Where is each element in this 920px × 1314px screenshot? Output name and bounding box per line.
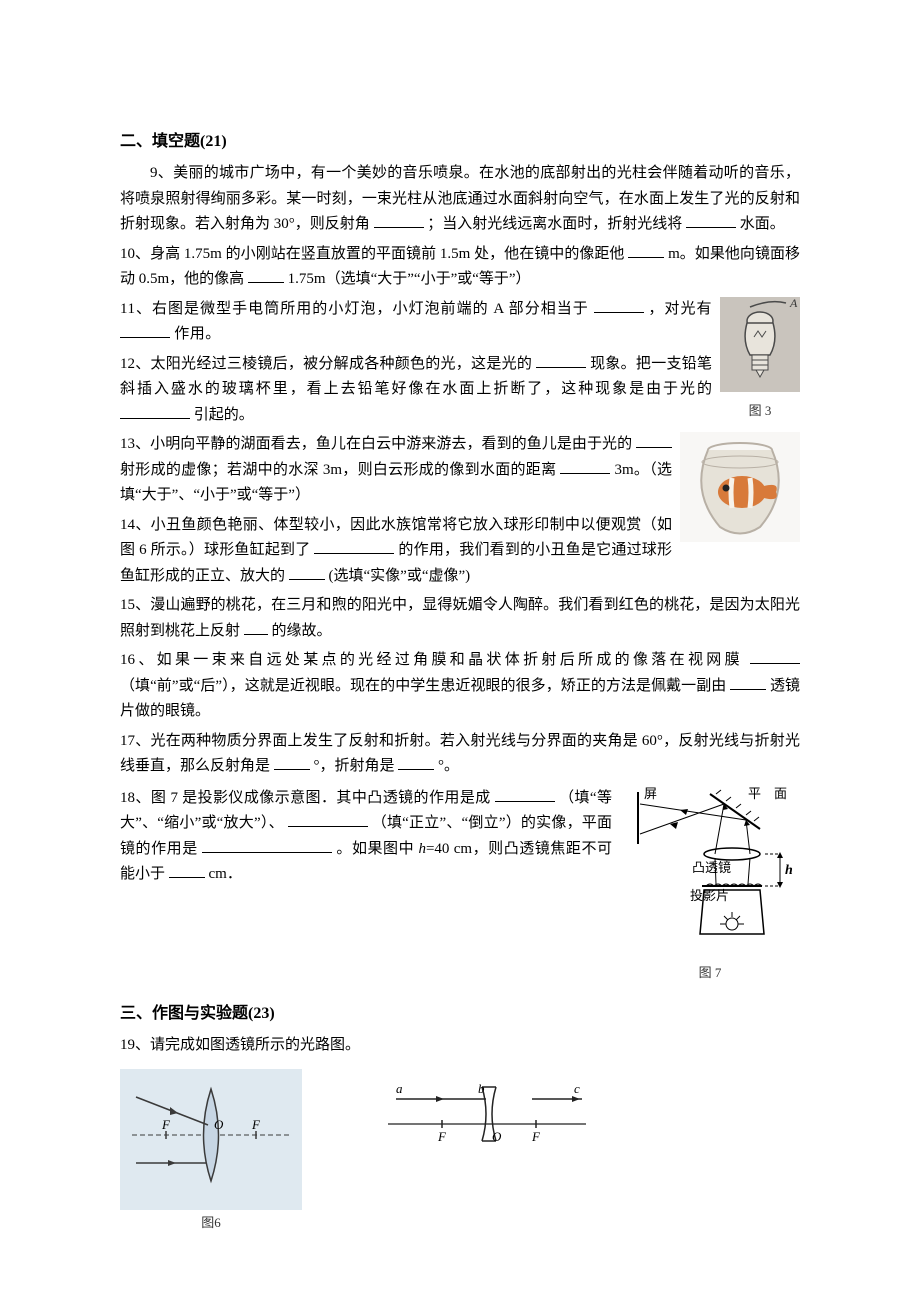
q14-blank1 — [314, 538, 394, 554]
q11-blank1 — [594, 297, 644, 313]
q9-text2: ；当入射光线远离水面时，折射光线将 — [427, 216, 682, 232]
convex-F-left: F — [161, 1117, 171, 1132]
concave-lens-svg: F F O a b c — [382, 1069, 592, 1159]
figure-7-caption: 图 7 — [620, 962, 800, 984]
projector-mirror-label: 平 面 — [748, 786, 787, 801]
q16-blank1 — [750, 648, 800, 664]
q13-text2: 射形成的虚像；若湖中的水深 3m，则白云形成的像到水面的距离 — [120, 462, 556, 478]
q9-text3: 水面。 — [740, 216, 785, 232]
q10-blank2 — [248, 267, 284, 283]
q14-blank2 — [289, 564, 325, 580]
q18-blank4 — [169, 862, 205, 878]
q12-text3: 引起的。 — [194, 407, 254, 423]
q16-text2: （填“前”或“后”），这就是近视眼。现在的中学生患近视眼的很多，矫正的方法是佩戴… — [120, 678, 726, 694]
concave-F-right: F — [531, 1129, 541, 1144]
q12-blank1 — [536, 352, 586, 368]
ray-b-label: b — [478, 1081, 485, 1096]
q19-diagrams: F F O 图6 — [120, 1069, 800, 1235]
projector-lens-label: 凸透镜 — [692, 860, 731, 875]
q12-text1: 12、太阳光经过三棱镜后，被分解成各种颜色的光，这是光的 — [120, 356, 532, 372]
projector-h-label: h — [785, 863, 793, 878]
convex-lens-svg: F F O — [126, 1075, 296, 1195]
question-17: 17、光在两种物质分界面上发生了反射和折射。若入射光线与分界面的夹角是 60°，… — [120, 729, 800, 780]
q18-text1: 18、图 7 是投影仪成像示意图．其中凸透镜的作用是成 — [120, 790, 491, 806]
q9-blank2 — [686, 212, 736, 228]
q9-blank1 — [374, 212, 424, 228]
question-15: 15、漫山遍野的桃花，在三月和煦的阳光中，显得妩媚令人陶醉。我们看到红色的桃花，… — [120, 593, 800, 644]
question-16: 16、如果一束来自远处某点的光经过角膜和晶状体折射后所成的像落在视网膜 （填“前… — [120, 648, 800, 725]
concave-lens-diagram: F F O a b c — [382, 1069, 592, 1169]
q17-text3: °。 — [438, 758, 459, 774]
q11-blank2 — [120, 322, 170, 338]
convex-F-right: F — [251, 1117, 261, 1132]
q15-text1: 15、漫山遍野的桃花，在三月和煦的阳光中，显得妩媚令人陶醉。我们看到红色的桃花，… — [120, 597, 800, 639]
q18-text6: cm． — [209, 866, 242, 882]
q11-text3: 作用。 — [174, 326, 221, 342]
q16-text1: 16、如果一束来自远处某点的光经过角膜和晶状体折射后所成的像落在视网膜 — [120, 652, 743, 668]
q17-blank1 — [274, 754, 310, 770]
q10-blank1 — [628, 242, 664, 258]
q18-text4: 。如果图中 — [336, 841, 418, 857]
question-19: 19、请完成如图透镜所示的光路图。 — [120, 1033, 800, 1059]
q10-text3: 1.75m（选填“大于”“小于”或“等于”） — [288, 271, 531, 287]
q15-blank1 — [244, 619, 268, 635]
q17-text1: 17、光在两种物质分界面上发生了反射和折射。若入射光线与分界面的夹角是 60°，… — [120, 733, 800, 775]
q18-blank3 — [202, 837, 332, 853]
q17-blank2 — [398, 754, 434, 770]
convex-O: O — [214, 1117, 224, 1132]
q13-blank1 — [636, 432, 672, 448]
q13-blank2 — [560, 458, 610, 474]
question-9: 9、美丽的城市广场中，有一个美妙的音乐喷泉。在水池的底部射出的光柱会伴随着动听的… — [120, 161, 800, 238]
projector-svg: 屏 平 面 凸透镜 h 投影片 — [620, 784, 800, 954]
ray-a-label: a — [396, 1081, 403, 1096]
figure-3-bulb: A 图 3 — [720, 297, 800, 422]
q18-h: h — [418, 841, 426, 857]
q14-text3: (选填“实像”或“虚像”) — [329, 568, 471, 584]
section-3-heading: 三、作图与实验题(23) — [120, 1000, 800, 1027]
q11-text2: ，对光有 — [648, 301, 712, 317]
concave-O: O — [492, 1129, 502, 1144]
question-10: 10、身高 1.75m 的小刚站在竖直放置的平面镜前 1.5m 处，他在镜中的像… — [120, 242, 800, 293]
figure-7-projector: 屏 平 面 凸透镜 h 投影片 — [620, 784, 800, 984]
projector-screen-label: 屏 — [644, 786, 657, 801]
q16-blank2 — [730, 674, 766, 690]
q18-blank2 — [288, 811, 368, 827]
concave-F-left: F — [437, 1129, 447, 1144]
q17-text2: °，折射角是 — [314, 758, 395, 774]
ray-c-label: c — [574, 1081, 580, 1096]
q12-blank2 — [120, 403, 190, 419]
q11-text1: 11、右图是微型手电筒所用的小灯泡，小灯泡前端的 A 部分相当于 — [120, 301, 589, 317]
figure-6-caption: 图6 — [120, 1212, 302, 1234]
figure-3-caption: 图 3 — [720, 400, 800, 422]
question-11: 11、右图是微型手电筒所用的小灯泡，小灯泡前端的 A 部分相当于 ，对光有 作用… — [120, 297, 800, 348]
bulb-A-label: A — [789, 297, 798, 310]
q13-text1: 13、小明向平静的湖面看去，鱼儿在白云中游来游去，看到的鱼儿是由于光的 — [120, 436, 632, 452]
question-12: 12、太阳光经过三棱镜后，被分解成各种颜色的光，这是光的 现象。把一支铅笔斜插入… — [120, 352, 800, 429]
section-2-heading: 二、填空题(21) — [120, 128, 800, 155]
q18-blank1 — [495, 786, 555, 802]
fishbowl-svg — [680, 432, 800, 542]
convex-lens-diagram: F F O 图6 — [120, 1069, 302, 1235]
q10-text1: 10、身高 1.75m 的小刚站在竖直放置的平面镜前 1.5m 处，他在镜中的像… — [120, 246, 624, 262]
figure-fishbowl — [680, 432, 800, 548]
bulb-svg: A — [720, 297, 800, 392]
q15-text2: 的缘故。 — [272, 623, 332, 639]
